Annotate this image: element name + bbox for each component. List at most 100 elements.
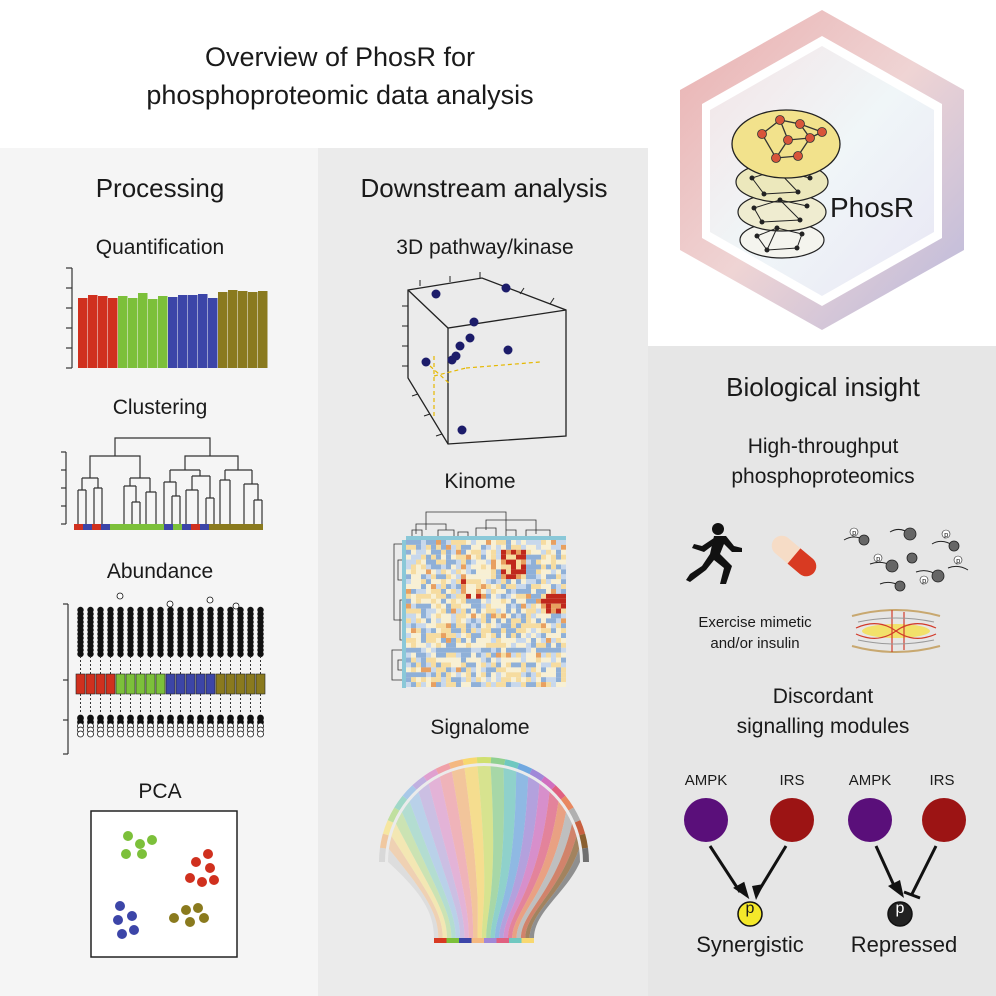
heatmap-cell xyxy=(506,549,511,555)
heatmap-cell xyxy=(551,618,556,624)
heatmap-cell xyxy=(451,579,456,585)
heatmap-cell xyxy=(441,667,446,673)
pathway-label: 3D pathway/kinase xyxy=(396,236,574,259)
heatmap-cell xyxy=(416,652,421,658)
heatmap-cell xyxy=(466,682,471,687)
heatmap-cell xyxy=(436,628,441,634)
heatmap-cell xyxy=(421,657,426,663)
heatmap-cell xyxy=(471,633,476,638)
heatmap-cell xyxy=(411,559,416,565)
heatmap-cell xyxy=(436,638,441,643)
heatmap-cell xyxy=(471,652,476,658)
heatmap-cell xyxy=(526,662,531,668)
heatmap-cell xyxy=(526,564,531,570)
heatmap-cell xyxy=(461,657,466,663)
heatmap-cell xyxy=(441,618,446,624)
heatmap-cell xyxy=(416,642,421,648)
heatmap-cell xyxy=(476,593,481,599)
heatmap-cell xyxy=(481,544,486,550)
heatmap-cell xyxy=(481,608,486,614)
abundance-box xyxy=(175,606,186,738)
heatmap-cell xyxy=(496,667,501,673)
abundance-box xyxy=(205,606,216,738)
quantification-bar xyxy=(248,292,258,368)
heatmap-cell xyxy=(421,589,426,594)
heatmap-cell xyxy=(446,657,451,663)
heatmap-cell xyxy=(416,618,421,624)
heatmap-cell xyxy=(541,598,546,604)
heatmap-cell xyxy=(561,682,566,687)
heatmap-cell xyxy=(476,633,481,638)
heatmap-cell xyxy=(461,544,466,550)
kinome-heatmap xyxy=(391,511,566,688)
module2-diagram xyxy=(848,798,966,927)
heatmap-cell xyxy=(536,657,541,663)
heatmap-cell xyxy=(461,564,466,570)
heatmap-cell xyxy=(446,584,451,589)
heatmap-cell xyxy=(516,662,521,668)
heatmap-cell xyxy=(456,554,461,560)
heatmap-cell xyxy=(451,589,456,594)
heatmap-cell xyxy=(506,544,511,550)
heatmap-cell xyxy=(496,584,501,589)
heatmap-cell xyxy=(556,657,561,663)
heatmap-cell xyxy=(526,584,531,589)
heatmap-cell xyxy=(531,564,536,570)
heatmap-cell xyxy=(441,593,446,599)
heatmap-cell xyxy=(441,549,446,555)
heatmap-cell xyxy=(496,682,501,687)
heatmap-cell xyxy=(516,603,521,609)
heatmap-cell xyxy=(421,647,426,653)
heatmap-cell xyxy=(541,638,546,643)
heatmap-cell xyxy=(511,584,516,589)
heatmap-cell xyxy=(411,549,416,555)
heatmap-cell xyxy=(486,682,491,687)
heatmap-cell xyxy=(446,667,451,673)
heatmap-cell xyxy=(406,642,411,648)
heatmap-cell xyxy=(521,608,526,614)
heatmap-cell xyxy=(561,677,566,683)
heatmap-cell xyxy=(506,608,511,614)
heatmap-cell xyxy=(461,667,466,673)
cluster-color-cell xyxy=(101,524,110,530)
heatmap-cell xyxy=(416,662,421,668)
heatmap-cell xyxy=(441,598,446,604)
heatmap-cell xyxy=(426,603,431,609)
heatmap-cell xyxy=(431,540,436,545)
heatmap-cell xyxy=(456,618,461,624)
heatmap-cell xyxy=(526,589,531,594)
heatmap-cell xyxy=(431,672,436,678)
heatmap-cell xyxy=(511,549,516,555)
heatmap-cell xyxy=(491,677,496,683)
heatmap-cell xyxy=(541,662,546,668)
signalome-chord xyxy=(486,766,505,938)
heatmap-cell xyxy=(416,657,421,663)
heatmap-cell xyxy=(466,593,471,599)
heatmap-cell xyxy=(526,603,531,609)
heatmap-cell xyxy=(466,667,471,673)
heatmap-cell xyxy=(411,647,416,653)
heatmap-cell xyxy=(411,642,416,648)
heatmap-cell xyxy=(556,628,561,634)
heatmap-cell xyxy=(466,628,471,634)
heatmap-cell xyxy=(521,544,526,550)
heatmap-cell xyxy=(451,613,456,619)
heatmap-cell xyxy=(486,667,491,673)
heatmap-cell xyxy=(426,544,431,550)
heatmap-cell xyxy=(551,544,556,550)
abundance-box xyxy=(165,606,176,738)
heatmap-cell xyxy=(421,642,426,648)
heatmap-cell xyxy=(531,554,536,560)
heatmap-cell xyxy=(556,584,561,589)
heatmap-cell xyxy=(466,618,471,624)
heatmap-cell xyxy=(531,579,536,585)
heatmap-cell xyxy=(406,593,411,599)
signalome-base-segment xyxy=(471,938,484,943)
heatmap-cell xyxy=(526,574,531,580)
module1-phospho-label: p xyxy=(745,900,755,917)
heatmap-cell xyxy=(516,647,521,653)
heatmap-cell xyxy=(431,564,436,570)
heatmap-cell xyxy=(431,593,436,599)
heatmap-cell xyxy=(551,574,556,580)
heatmap-cell xyxy=(506,682,511,687)
